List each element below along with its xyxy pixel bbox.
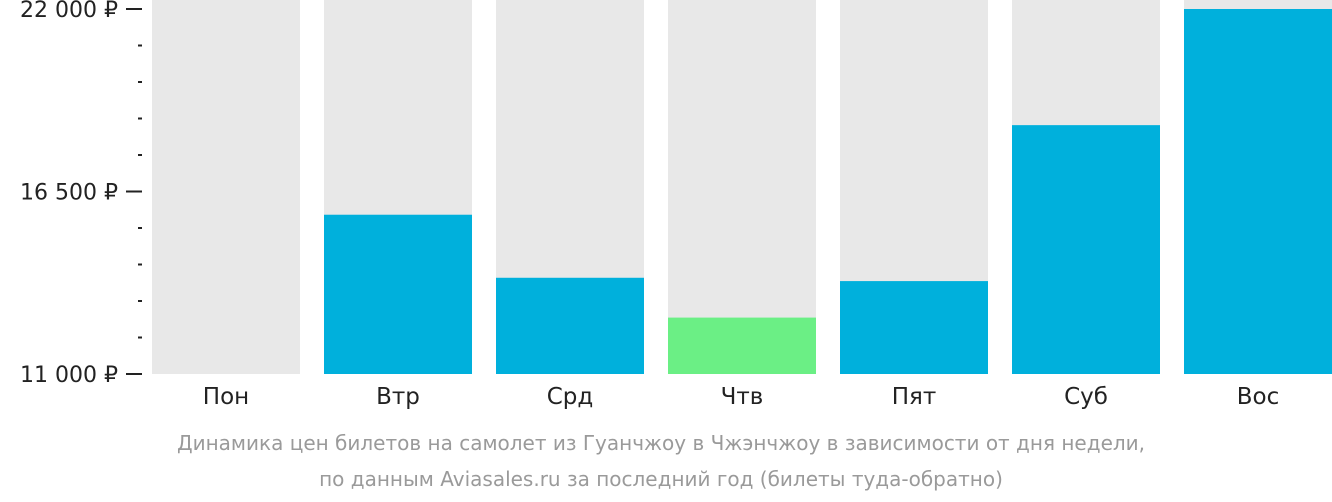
x-tick-label: Втр (376, 384, 420, 410)
chart-caption-line-1: Динамика цен билетов на самолет из Гуанч… (176, 431, 1146, 455)
x-tick-label: Пят (892, 384, 937, 410)
x-tick-label: Вос (1237, 384, 1280, 410)
chart-caption-line-2: по данным Aviasales.ru за последний год … (319, 467, 1003, 491)
y-tick-label: 16 500 ₽ (20, 181, 118, 206)
x-tick-label: Чтв (721, 384, 764, 410)
price-by-weekday-chart: Пон Втр Срд Чтв Пят Суб Вос 11 000 ₽ 16 500 ₽ 22 … (20, 0, 1332, 410)
bar-background-3 (668, 0, 816, 374)
bar-6 (1184, 9, 1332, 374)
bar-background-0 (152, 0, 300, 374)
bar-3 (668, 317, 816, 374)
y-tick-label: 22 000 ₽ (20, 0, 118, 23)
bar-4 (840, 281, 988, 374)
bar-5 (1012, 125, 1160, 375)
y-tick-label: 11 000 ₽ (20, 363, 118, 388)
bar-2 (496, 277, 644, 374)
x-tick-label: Срд (547, 384, 594, 410)
x-tick-label: Суб (1064, 384, 1108, 410)
bar-1 (324, 214, 472, 374)
x-tick-label: Пон (203, 384, 249, 410)
